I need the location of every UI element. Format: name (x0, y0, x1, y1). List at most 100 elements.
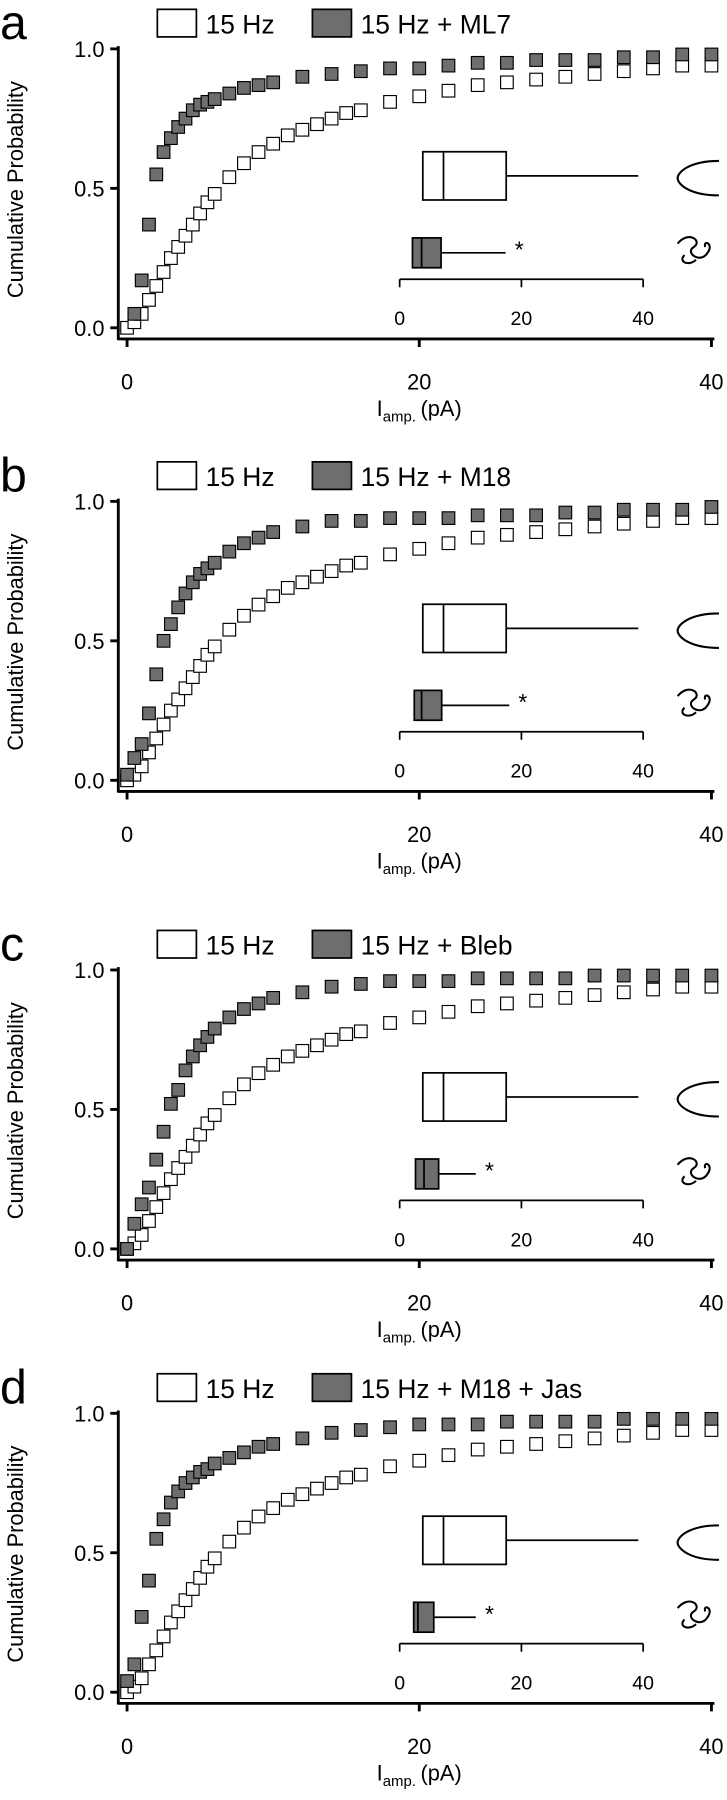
data-point (587, 505, 602, 520)
data-point (171, 1083, 186, 1097)
x-tick-label: 40 (699, 369, 723, 394)
data-point (266, 990, 281, 1005)
data-point (171, 240, 186, 254)
x-axis-label-part: I (377, 396, 383, 421)
y-axis-label: Cumulative Probability (3, 81, 28, 298)
x-axis-label-part: amp. (383, 1330, 416, 1347)
legend-label: 15 Hz + M18 + Jas (361, 1374, 583, 1404)
data-point (295, 575, 310, 590)
inset-tick-label: 40 (632, 1673, 654, 1695)
panel: b 15 Hz 15 Hz + M18 0.0 0.5 1.0 0 20 40 Cumulativ… (0, 449, 724, 878)
box (411, 237, 442, 269)
data-point (529, 53, 544, 67)
data-point (120, 1242, 134, 1256)
data-point (339, 558, 354, 573)
data-point (587, 988, 602, 1002)
data-point (383, 1016, 397, 1030)
data-point (500, 971, 514, 986)
data-point (222, 1534, 237, 1549)
data-point (163, 131, 178, 146)
data-point (295, 1043, 310, 1058)
data-point (470, 971, 485, 986)
box (421, 1515, 508, 1566)
data-point (383, 94, 397, 109)
data-point (324, 67, 339, 81)
data-point (500, 527, 514, 542)
data-point (237, 156, 251, 171)
panel-label: c (0, 917, 24, 971)
data-point (616, 50, 631, 65)
data-point (185, 670, 200, 685)
data-point (134, 273, 149, 288)
y-tick-label: 1.0 (74, 1401, 104, 1426)
data-point (324, 979, 339, 994)
data-point (193, 1570, 208, 1585)
data-point (193, 206, 208, 221)
box (414, 1158, 440, 1190)
icon (676, 1157, 711, 1186)
icon (676, 159, 719, 197)
box (421, 603, 508, 654)
data-point (412, 541, 427, 556)
data-point (704, 500, 719, 514)
x-tick-label: 0 (121, 822, 133, 847)
data-point (171, 1161, 186, 1175)
annotation: * (485, 1158, 494, 1184)
icon (676, 612, 719, 649)
y-tick-label: 1.0 (74, 37, 104, 62)
data-point (558, 69, 573, 84)
data-point (500, 75, 514, 90)
data-point (149, 1643, 164, 1658)
data-point (441, 1417, 456, 1432)
y-axis-label: Cumulative Probability (3, 1002, 28, 1219)
data-point (500, 1439, 514, 1454)
data-point (185, 1049, 200, 1064)
data-point (156, 1186, 171, 1201)
panel: a 15 Hz 15 Hz + ML7 0.0 0.5 1.0 0 20 40 Cumulativ… (0, 0, 724, 426)
x-axis-label-part: (pA) (421, 1317, 462, 1342)
inset-tick-label: 0 (394, 1673, 405, 1695)
inset-tick-label: 20 (511, 1229, 533, 1251)
data-point (353, 514, 368, 528)
data-point (171, 692, 186, 707)
data-point (156, 265, 171, 279)
data-point (295, 69, 310, 84)
data-point (171, 600, 186, 615)
data-point (324, 564, 339, 579)
data-point (207, 555, 222, 570)
panel-label: a (0, 0, 27, 50)
legend-swatch (156, 929, 198, 959)
data-point (646, 1425, 660, 1440)
legend-swatch (156, 460, 198, 491)
data-point (266, 75, 281, 90)
data-point (412, 974, 427, 989)
data-point (500, 996, 514, 1011)
data-point (163, 1096, 178, 1111)
panel: c 15 Hz 15 Hz + Bleb 0.0 0.5 1.0 0 20 40 Cumulati… (0, 917, 724, 1346)
legend-swatch (311, 1372, 353, 1403)
icon (676, 1600, 711, 1629)
data-point (207, 1551, 222, 1566)
x-axis-label: Iamp. (pA) (377, 1760, 462, 1790)
x-tick-label: 20 (407, 1291, 431, 1316)
data-point (266, 1057, 281, 1072)
data-point (412, 61, 427, 76)
inset-tick-label: 20 (511, 308, 533, 330)
data-point (207, 1456, 222, 1471)
y-tick-label: 0.5 (74, 176, 104, 201)
data-point (193, 1127, 208, 1142)
data-point (470, 55, 485, 70)
data-point (266, 136, 281, 151)
data-point (185, 1582, 200, 1596)
data-point (529, 993, 544, 1008)
data-point (149, 279, 164, 293)
data-point (222, 170, 237, 185)
data-point (178, 1063, 193, 1078)
data-point (441, 1448, 456, 1463)
data-point (178, 228, 193, 243)
data-point (251, 78, 266, 93)
data-point (412, 511, 427, 526)
data-point (324, 111, 339, 126)
data-point (441, 974, 456, 989)
data-point (587, 968, 602, 983)
